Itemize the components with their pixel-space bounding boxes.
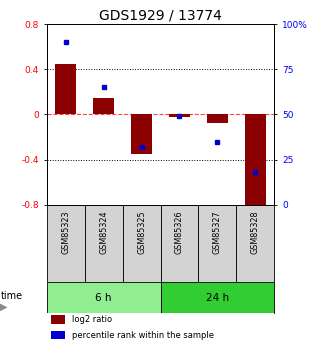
Bar	[245, 115, 266, 207]
Bar	[131, 115, 152, 154]
Bar	[237, 205, 274, 282]
Bar	[207, 115, 228, 124]
Text: GSM85326: GSM85326	[175, 210, 184, 254]
Text: GSM85327: GSM85327	[213, 210, 222, 254]
Title: GDS1929 / 13774: GDS1929 / 13774	[99, 9, 222, 23]
Text: GSM85325: GSM85325	[137, 210, 146, 254]
Text: time: time	[0, 291, 22, 301]
Bar	[51, 315, 65, 324]
Bar	[169, 115, 190, 117]
Text: GSM85323: GSM85323	[61, 210, 70, 254]
Text: 6 h: 6 h	[95, 293, 112, 303]
Bar	[47, 205, 84, 282]
Bar	[51, 331, 65, 339]
Text: GSM85328: GSM85328	[251, 210, 260, 254]
Bar	[84, 205, 123, 282]
Text: ▶: ▶	[0, 301, 8, 311]
Bar	[47, 282, 160, 313]
Text: log2 ratio: log2 ratio	[72, 315, 112, 324]
Text: percentile rank within the sample: percentile rank within the sample	[72, 331, 213, 339]
Text: 24 h: 24 h	[206, 293, 229, 303]
Bar	[93, 98, 114, 115]
Bar	[160, 282, 274, 313]
Bar	[198, 205, 237, 282]
Bar	[123, 205, 160, 282]
Bar	[160, 205, 198, 282]
Text: GSM85324: GSM85324	[99, 210, 108, 254]
Bar	[55, 64, 76, 115]
